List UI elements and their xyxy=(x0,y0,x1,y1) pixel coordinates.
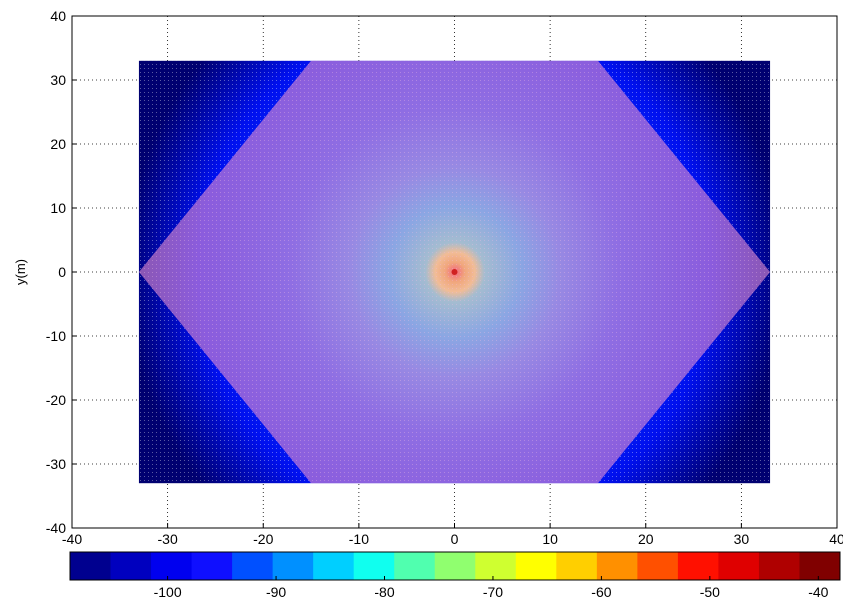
y-tick-label: 20 xyxy=(50,136,66,152)
y-axis-label: y(m) xyxy=(13,259,28,285)
y-tick-label: -10 xyxy=(46,328,66,344)
colorbar-tick-label: -70 xyxy=(483,584,503,600)
source-marker xyxy=(451,269,458,275)
colorbar-segment xyxy=(556,552,598,580)
y-tick-label: 10 xyxy=(50,200,66,216)
y-tick-label: 0 xyxy=(58,264,66,280)
x-tick-label: -40 xyxy=(62,531,82,547)
plot-area: -40 -30 -20 -10 0 10 20 30 40 40 30 20 10 0 -10 -20 -30… xyxy=(46,8,843,547)
colorbar-frame xyxy=(69,551,841,581)
colorbar-segment xyxy=(637,552,679,580)
colorbar-tick-label: -80 xyxy=(374,584,394,600)
colorbar-segment xyxy=(475,552,517,580)
x-tick-label: 40 xyxy=(829,531,843,547)
y-tick-label: 40 xyxy=(50,8,66,24)
colorbar-segment xyxy=(434,552,476,580)
colorbar-tick-label: -100 xyxy=(154,584,182,600)
x-tick-label: -10 xyxy=(349,531,369,547)
y-tick-label: -20 xyxy=(46,392,66,408)
colorbar xyxy=(69,551,841,581)
x-tick-label: 0 xyxy=(451,531,459,547)
colorbar-segment xyxy=(232,552,274,580)
y-axis: 40 30 20 10 0 -10 -20 -30 -40 xyxy=(46,8,77,536)
x-tick-label: 30 xyxy=(734,531,750,547)
colorbar-segment xyxy=(799,552,841,580)
colorbar-segment xyxy=(596,552,638,580)
colorbar-segment xyxy=(110,552,152,580)
colorbar-tick-label: -90 xyxy=(266,584,286,600)
colorbar-segment xyxy=(515,552,557,580)
colorbar-segment xyxy=(272,552,314,580)
colorbar-segment xyxy=(353,552,395,580)
colorbar-segment xyxy=(191,552,233,580)
colorbar-tick-label: -60 xyxy=(591,584,611,600)
colorbar-segment xyxy=(677,552,719,580)
colorbar-segment xyxy=(70,552,112,580)
x-axis: -40 -30 -20 -10 0 10 20 30 40 xyxy=(62,523,843,547)
colorbar-ticks: -100 -90 -80 -70 -60 -50 -40 xyxy=(154,576,829,600)
x-tick-label: -20 xyxy=(253,531,273,547)
colorbar-segment xyxy=(313,552,355,580)
x-tick-label: 10 xyxy=(542,531,558,547)
colorbar-segment xyxy=(758,552,800,580)
colorbar-segment xyxy=(718,552,760,580)
colorbar-tick-label: -50 xyxy=(700,584,720,600)
y-tick-label: -40 xyxy=(46,520,66,536)
x-tick-label: 20 xyxy=(638,531,654,547)
y-tick-label: 30 xyxy=(50,72,66,88)
x-tick-label: -30 xyxy=(158,531,178,547)
colorbar-segment xyxy=(394,552,436,580)
y-tick-label: -30 xyxy=(46,456,66,472)
colorbar-tick-label: -40 xyxy=(808,584,828,600)
colorbar-segment xyxy=(151,552,193,580)
